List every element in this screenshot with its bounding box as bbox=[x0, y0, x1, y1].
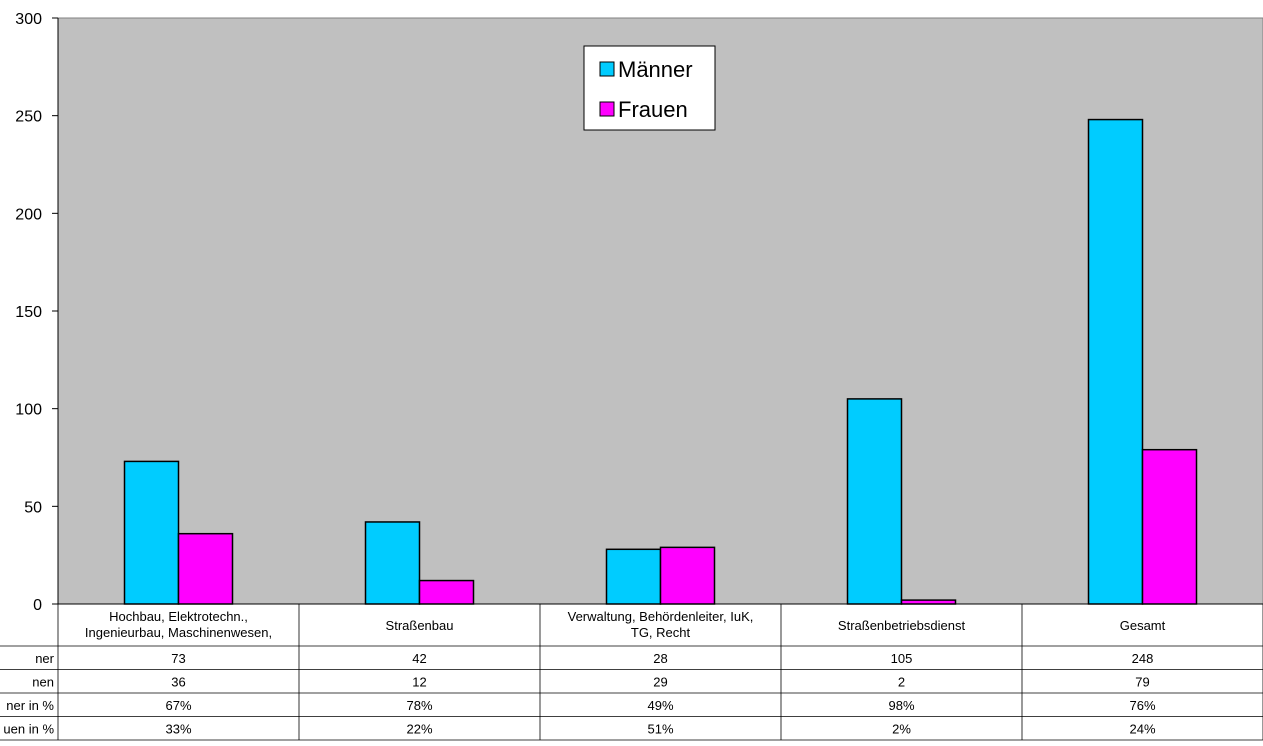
y-tick-label: 250 bbox=[15, 109, 42, 126]
y-tick-label: 150 bbox=[15, 304, 42, 321]
legend-label-maenner: Männer bbox=[618, 57, 693, 82]
table-cell: 51% bbox=[647, 722, 673, 737]
x-tick-label: Hochbau, Elektrotechn., bbox=[109, 609, 248, 624]
table-cell: 49% bbox=[647, 698, 673, 713]
table-cell: 24% bbox=[1129, 722, 1155, 737]
legend-swatch-maenner bbox=[599, 61, 615, 77]
table-row-label: uen in % bbox=[3, 722, 54, 737]
table-cell: 29 bbox=[653, 675, 667, 690]
y-tick-label: 50 bbox=[24, 499, 42, 516]
table-cell: 73 bbox=[171, 651, 185, 666]
y-tick-label: 300 bbox=[15, 11, 42, 28]
x-tick-label: Straßenbau bbox=[386, 618, 454, 633]
bar-frauen bbox=[900, 599, 957, 605]
y-tick-label: 0 bbox=[33, 597, 42, 614]
table-row-label: ner in % bbox=[6, 698, 54, 713]
bar-maenner bbox=[1087, 118, 1144, 605]
y-tick-label: 100 bbox=[15, 402, 42, 419]
bar-frauen bbox=[418, 579, 475, 605]
legend-swatch-frauen bbox=[599, 101, 615, 117]
table-cell: 33% bbox=[165, 722, 191, 737]
x-tick-label: Straßenbetriebsdienst bbox=[838, 618, 966, 633]
table-cell: 98% bbox=[888, 698, 914, 713]
x-tick-label: Verwaltung, Behördenleiter, IuK, bbox=[568, 609, 754, 624]
bar-maenner bbox=[605, 548, 662, 605]
table-row-label: ner bbox=[35, 651, 54, 666]
bar-frauen bbox=[1141, 448, 1198, 605]
table-cell: 2 bbox=[898, 675, 905, 690]
table-cell: 22% bbox=[406, 722, 432, 737]
bar-frauen bbox=[659, 546, 716, 605]
bar-frauen bbox=[177, 532, 234, 605]
table-cell: 248 bbox=[1132, 651, 1154, 666]
table-cell: 36 bbox=[171, 675, 185, 690]
x-tick-label: TG, Recht bbox=[631, 625, 691, 640]
x-tick-label: Ingenieurbau, Maschinenwesen, bbox=[85, 625, 272, 640]
bar-maenner bbox=[364, 521, 421, 605]
table-cell: 12 bbox=[412, 675, 426, 690]
table-cell: 67% bbox=[165, 698, 191, 713]
legend-label-frauen: Frauen bbox=[618, 97, 688, 122]
table-cell: 28 bbox=[653, 651, 667, 666]
bar-maenner bbox=[846, 398, 903, 605]
x-tick-label: Gesamt bbox=[1120, 618, 1166, 633]
bar-maenner bbox=[123, 460, 180, 605]
table-cell: 78% bbox=[406, 698, 432, 713]
table-cell: 42 bbox=[412, 651, 426, 666]
table-cell: 79 bbox=[1135, 675, 1149, 690]
table-cell: 105 bbox=[891, 651, 913, 666]
table-cell: 2% bbox=[892, 722, 911, 737]
y-tick-label: 200 bbox=[15, 206, 42, 223]
table-row-label: nen bbox=[32, 675, 54, 690]
table-cell: 76% bbox=[1129, 698, 1155, 713]
